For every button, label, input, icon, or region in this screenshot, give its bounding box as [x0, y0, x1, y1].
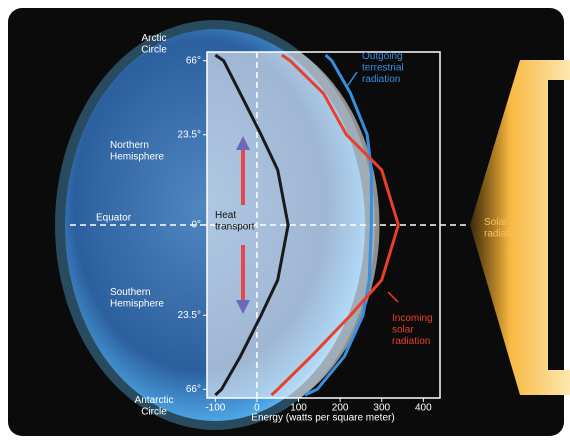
arrow-head-up: [236, 136, 250, 150]
x-tick-label: 0: [254, 403, 260, 414]
x-tick-label: 400: [415, 403, 432, 414]
y-tick-label: 23.5°: [178, 129, 201, 140]
series-line: [214, 53, 290, 397]
x-tick-label: -100: [205, 403, 225, 414]
label: Antarctic Circle: [135, 395, 174, 418]
series-line: [270, 53, 400, 397]
pointer: [387, 291, 399, 303]
y-tick-label: 66°: [186, 384, 201, 395]
solar-arrow: [470, 60, 570, 395]
series-line: [304, 53, 373, 397]
y-tick-label: 0°: [191, 220, 201, 231]
arrow-head-down: [236, 300, 250, 314]
pointer: [345, 71, 358, 89]
x-tick-label: 200: [332, 403, 349, 414]
label: Equator: [96, 213, 132, 224]
label: Northern Hemisphere: [110, 140, 164, 163]
x-axis-title: Energy (watts per square meter): [251, 413, 394, 424]
y-tick-label: 23.5°: [178, 310, 201, 321]
series-label: Incoming solar radiation: [392, 313, 433, 347]
label: Arctic Circle: [141, 33, 167, 56]
y-tick-label: 66°: [186, 55, 201, 66]
label: Solar radiation: [484, 217, 522, 240]
label: Southern Hemisphere: [110, 287, 164, 310]
series-label: Outgoing terrestrial radiation: [362, 51, 404, 85]
x-tick-label: 300: [373, 403, 390, 414]
label: Heat transport: [215, 210, 255, 233]
x-tick-label: 100: [290, 403, 307, 414]
